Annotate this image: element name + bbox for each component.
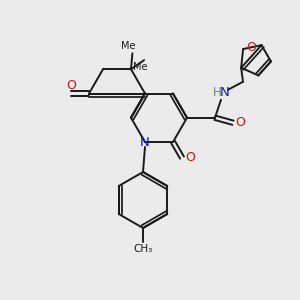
Text: Me: Me	[133, 62, 147, 72]
Text: O: O	[66, 79, 76, 92]
Text: N: N	[140, 136, 150, 148]
Text: O: O	[246, 40, 256, 53]
Text: N: N	[220, 86, 230, 99]
Text: H: H	[213, 86, 221, 99]
Text: O: O	[185, 151, 195, 164]
Text: O: O	[235, 116, 245, 129]
Text: CH₃: CH₃	[134, 244, 153, 254]
Text: Me: Me	[121, 41, 136, 51]
